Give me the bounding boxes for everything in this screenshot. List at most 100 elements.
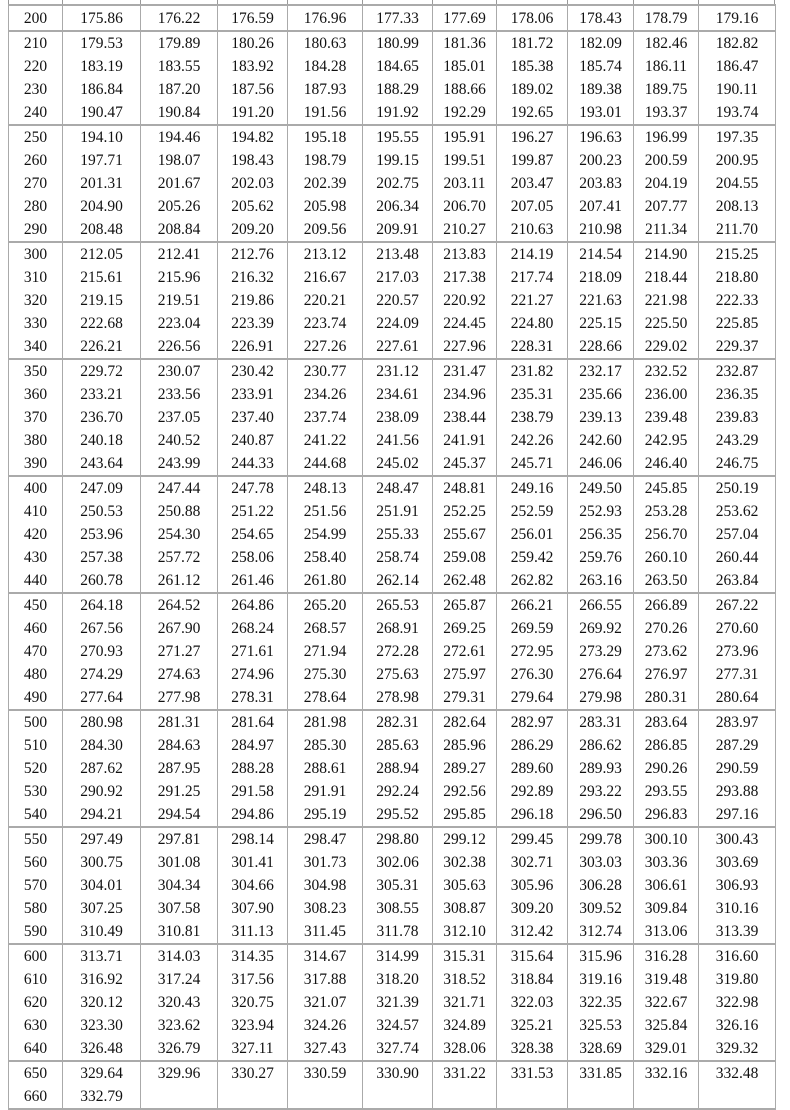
value-cell xyxy=(140,1085,218,1109)
value-cell: 220.21 xyxy=(287,289,363,312)
value-cell: 253.96 xyxy=(62,523,141,546)
row-label-cell: 590 xyxy=(8,920,63,944)
value-cell: 314.67 xyxy=(287,944,363,968)
value-cell: 235.66 xyxy=(567,383,634,406)
value-cell: 205.98 xyxy=(287,195,363,218)
value-cell: 300.43 xyxy=(698,827,776,851)
value-cell: 227.96 xyxy=(432,335,497,359)
value-cell: 210.98 xyxy=(567,218,634,242)
table-row: 660 332.79 xyxy=(8,1085,776,1109)
value-cell: 256.01 xyxy=(496,523,568,546)
value-cell: 228.31 xyxy=(496,335,568,359)
value-cell: 284.30 xyxy=(62,734,141,757)
row-group: 650 329.64 329.96 330.27 330.59 330.90 331.22 3… xyxy=(8,1061,776,1109)
value-cell: 258.74 xyxy=(362,546,433,569)
value-cell: 321.07 xyxy=(287,991,363,1014)
row-label-cell: 580 xyxy=(8,897,63,920)
value-cell: 276.64 xyxy=(567,663,634,686)
row-label-cell: 570 xyxy=(8,874,63,897)
value-cell: 191.92 xyxy=(362,101,433,125)
value-cell: 252.93 xyxy=(567,500,634,523)
value-cell: 305.96 xyxy=(496,874,568,897)
value-cell: 332.16 xyxy=(633,1061,699,1085)
value-cell: 215.61 xyxy=(62,266,141,289)
value-cell: 268.91 xyxy=(362,617,433,640)
value-cell: 258.06 xyxy=(217,546,288,569)
table-row: 530 290.92 291.25 291.58 291.91 292.24 292.56 2… xyxy=(8,780,776,803)
value-cell: 212.41 xyxy=(140,242,218,266)
table-row: 650 329.64 329.96 330.27 330.59 330.90 331.22 3… xyxy=(8,1061,776,1085)
value-cell: 327.43 xyxy=(287,1037,363,1061)
value-cell: 205.26 xyxy=(140,195,218,218)
value-cell: 302.38 xyxy=(432,851,497,874)
value-cell: 243.29 xyxy=(698,429,776,452)
value-cell: 304.66 xyxy=(217,874,288,897)
value-cell: 296.83 xyxy=(633,803,699,827)
column-divider xyxy=(567,0,568,5)
column-divider xyxy=(432,0,433,5)
row-label-cell: 380 xyxy=(8,429,63,452)
value-cell: 265.53 xyxy=(362,593,433,617)
value-cell: 252.59 xyxy=(496,500,568,523)
value-cell: 244.33 xyxy=(217,452,288,476)
value-cell: 326.48 xyxy=(62,1037,141,1061)
value-cell: 281.98 xyxy=(287,710,363,734)
value-cell: 221.63 xyxy=(567,289,634,312)
row-group: 300 212.05 212.41 212.76 213.12 213.48 213.83 2… xyxy=(8,242,776,359)
value-cell: 232.87 xyxy=(698,359,776,383)
value-cell: 329.01 xyxy=(633,1037,699,1061)
value-cell: 245.71 xyxy=(496,452,568,476)
value-cell: 315.31 xyxy=(432,944,497,968)
value-cell: 273.96 xyxy=(698,640,776,663)
value-cell: 264.18 xyxy=(62,593,141,617)
value-cell: 315.96 xyxy=(567,944,634,968)
column-divider xyxy=(774,0,775,5)
value-cell: 212.76 xyxy=(217,242,288,266)
value-cell: 290.59 xyxy=(698,757,776,780)
value-cell: 177.33 xyxy=(362,5,433,31)
value-cell: 313.71 xyxy=(62,944,141,968)
value-cell: 295.19 xyxy=(287,803,363,827)
value-cell: 273.29 xyxy=(567,640,634,663)
row-group: 400 247.09 247.44 247.78 248.13 248.47 248.81 2… xyxy=(8,476,776,593)
table-row: 490 277.64 277.98 278.31 278.64 278.98 279.31 2… xyxy=(8,686,776,710)
value-cell: 187.20 xyxy=(140,78,218,101)
row-group: 450 264.18 264.52 264.86 265.20 265.53 265.87 2… xyxy=(8,593,776,710)
value-cell: 190.11 xyxy=(698,78,776,101)
table-row: 250 194.10 194.46 194.82 195.18 195.55 195.91 1… xyxy=(8,125,776,149)
value-cell: 250.88 xyxy=(140,500,218,523)
row-label-cell: 540 xyxy=(8,803,63,827)
table-row: 610 316.92 317.24 317.56 317.88 318.20 318.52 3… xyxy=(8,968,776,991)
table-row: 550 297.49 297.81 298.14 298.47 298.80 299.12 2… xyxy=(8,827,776,851)
value-cell: 332.48 xyxy=(698,1061,776,1085)
table-row: 510 284.30 284.63 284.97 285.30 285.63 285.96 2… xyxy=(8,734,776,757)
value-cell: 230.07 xyxy=(140,359,218,383)
value-cell: 321.39 xyxy=(362,991,433,1014)
table-row: 440 260.78 261.12 261.46 261.80 262.14 262.48 2… xyxy=(8,569,776,593)
value-cell: 324.57 xyxy=(362,1014,433,1037)
row-label-cell: 210 xyxy=(8,31,63,55)
value-cell: 195.91 xyxy=(432,125,497,149)
row-label-cell: 400 xyxy=(8,476,63,500)
value-cell: 311.13 xyxy=(217,920,288,944)
value-cell: 320.75 xyxy=(217,991,288,1014)
value-cell: 194.10 xyxy=(62,125,141,149)
value-cell: 309.84 xyxy=(633,897,699,920)
value-cell: 185.38 xyxy=(496,55,568,78)
value-cell: 271.27 xyxy=(140,640,218,663)
value-cell: 243.64 xyxy=(62,452,141,476)
value-cell: 221.27 xyxy=(496,289,568,312)
value-cell: 198.07 xyxy=(140,149,218,172)
value-cell: 206.70 xyxy=(432,195,497,218)
value-cell: 249.16 xyxy=(496,476,568,500)
value-cell: 242.95 xyxy=(633,429,699,452)
value-cell: 268.57 xyxy=(287,617,363,640)
value-cell: 292.56 xyxy=(432,780,497,803)
value-cell: 294.86 xyxy=(217,803,288,827)
value-cell: 263.84 xyxy=(698,569,776,593)
value-cell: 275.30 xyxy=(287,663,363,686)
value-cell: 331.22 xyxy=(432,1061,497,1085)
column-divider xyxy=(287,0,288,5)
row-label-cell: 420 xyxy=(8,523,63,546)
value-cell: 179.53 xyxy=(62,31,141,55)
